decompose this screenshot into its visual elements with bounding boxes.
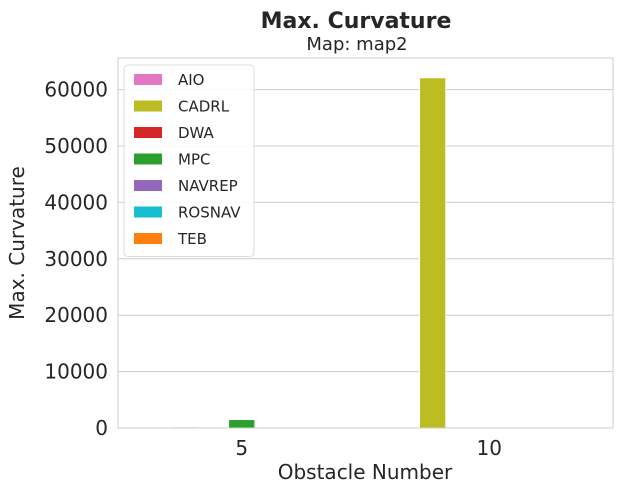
x-axis-label: Obstacle Number bbox=[278, 460, 453, 484]
x-axis-ticks: 5 10 bbox=[235, 436, 502, 460]
y-tick-label: 20000 bbox=[44, 303, 108, 327]
legend-label-cadrl: CADRL bbox=[178, 98, 230, 116]
bar-cadrl-10 bbox=[419, 77, 447, 429]
y-tick-label: 60000 bbox=[44, 78, 108, 102]
legend-label-rosnav: ROSNAV bbox=[178, 204, 241, 222]
legend-swatch-dwa bbox=[134, 127, 162, 138]
legend-label-dwa: DWA bbox=[178, 124, 215, 142]
legend: AIO CADRL DWA MPC NAVREP ROSNAV TEB bbox=[123, 64, 255, 257]
legend-swatch-navrep bbox=[134, 180, 162, 191]
chart-subtitle: Map: map2 bbox=[306, 34, 407, 55]
y-tick-label: 40000 bbox=[44, 190, 108, 214]
plot-frame bbox=[117, 57, 614, 429]
chart-title: Max. Curvature bbox=[261, 9, 452, 34]
legend-label-mpc: MPC bbox=[178, 151, 210, 169]
legend-label-navrep: NAVREP bbox=[178, 177, 238, 195]
x-tick-label: 10 bbox=[477, 436, 502, 460]
y-tick-label: 30000 bbox=[44, 247, 108, 271]
x-tick-label: 5 bbox=[235, 436, 248, 460]
legend-swatch-rosnav bbox=[134, 206, 162, 218]
y-axis-label: Max. Curvature bbox=[5, 166, 29, 320]
legend-swatch-cadrl bbox=[134, 100, 162, 112]
legend-swatch-aio bbox=[134, 74, 162, 85]
legend-label-aio: AIO bbox=[178, 71, 205, 89]
legend-swatch-mpc bbox=[134, 153, 162, 165]
legend-label-teb: TEB bbox=[177, 230, 207, 248]
legend-swatch-teb bbox=[134, 233, 162, 244]
y-tick-label: 10000 bbox=[44, 360, 108, 384]
bar-mpc-5 bbox=[228, 419, 256, 429]
y-tick-label: 0 bbox=[95, 416, 108, 440]
y-axis-ticks: 0 10000 20000 30000 40000 50000 60000 bbox=[44, 78, 108, 440]
y-tick-label: 50000 bbox=[44, 134, 108, 158]
bars bbox=[171, 77, 447, 429]
